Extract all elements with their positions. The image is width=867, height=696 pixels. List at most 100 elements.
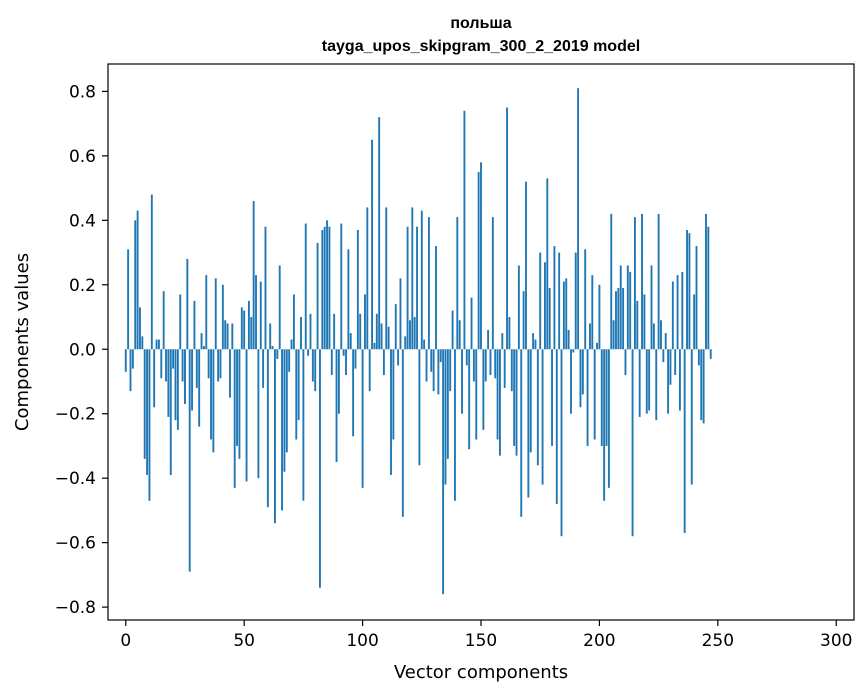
bar — [309, 313, 312, 350]
y-tick-label: 0.2 — [69, 276, 96, 296]
bar — [532, 333, 535, 350]
bar — [529, 349, 532, 453]
bar — [700, 349, 703, 421]
bar — [430, 349, 433, 372]
bar — [442, 349, 445, 595]
chart-subtitle: tayga_upos_skipgram_300_2_2019 model — [322, 38, 640, 55]
bar — [184, 349, 186, 405]
bar — [160, 349, 163, 379]
bar — [347, 249, 350, 350]
bar — [648, 349, 651, 411]
bar — [593, 349, 596, 440]
bar — [520, 349, 523, 517]
bar — [352, 349, 355, 437]
bar — [494, 349, 497, 379]
bar — [229, 349, 231, 398]
bar — [527, 349, 530, 498]
bar — [449, 349, 452, 392]
bar — [304, 223, 307, 350]
bar — [586, 349, 589, 446]
bar — [127, 249, 130, 350]
bar — [416, 226, 418, 350]
bar — [697, 349, 700, 366]
bar — [553, 246, 556, 350]
bar — [435, 246, 437, 350]
x-tick-label: 50 — [233, 631, 255, 651]
bar — [489, 349, 492, 376]
bar — [406, 226, 409, 350]
bar — [591, 275, 594, 350]
bar — [664, 333, 667, 350]
y-tick-label: −0.8 — [55, 598, 96, 618]
bar — [392, 349, 395, 440]
bar — [562, 281, 565, 350]
y-tick-label: 0.0 — [69, 340, 96, 360]
bar — [541, 349, 544, 485]
y-tick-label: −0.4 — [55, 469, 96, 489]
bar — [572, 349, 575, 353]
bar — [245, 349, 248, 482]
bar — [420, 210, 423, 350]
bar — [607, 349, 610, 488]
x-tick-label: 0 — [120, 631, 131, 651]
bar — [319, 349, 321, 588]
bar — [432, 349, 435, 392]
bar — [345, 349, 347, 376]
bar — [683, 349, 686, 533]
bar — [295, 349, 298, 440]
bar — [667, 349, 670, 414]
bar — [688, 233, 691, 350]
bar — [371, 139, 373, 350]
bar — [633, 217, 636, 350]
bar — [423, 339, 426, 350]
x-tick-label: 250 — [702, 631, 734, 651]
bar — [470, 297, 473, 350]
bar — [472, 349, 475, 382]
bar — [539, 252, 542, 350]
bar — [221, 284, 224, 350]
bar — [598, 284, 601, 350]
bar — [437, 349, 440, 395]
bar — [271, 346, 274, 350]
bar — [622, 288, 625, 350]
bar — [302, 349, 305, 501]
bar — [660, 320, 662, 350]
bar — [217, 349, 220, 382]
bar — [506, 107, 508, 350]
bar — [200, 333, 203, 350]
bar — [136, 210, 139, 350]
bar — [361, 349, 364, 488]
bar — [401, 349, 404, 517]
bar — [233, 349, 236, 488]
bar — [285, 349, 288, 453]
bar — [141, 336, 144, 350]
bar — [359, 313, 362, 350]
bar — [191, 349, 194, 411]
bar — [615, 291, 617, 350]
bar — [188, 349, 191, 572]
bar — [451, 310, 454, 350]
bar — [262, 349, 265, 388]
bar — [681, 271, 684, 350]
bar — [172, 349, 175, 369]
bar — [321, 229, 324, 350]
bar — [186, 259, 189, 350]
bar — [380, 323, 383, 350]
bar — [252, 200, 255, 350]
bar — [577, 88, 580, 350]
bar — [650, 265, 653, 350]
bar — [259, 281, 262, 350]
bar — [508, 317, 511, 350]
bar — [288, 349, 291, 372]
bar — [409, 320, 411, 350]
bar — [375, 313, 378, 350]
bar — [205, 275, 208, 350]
bar — [349, 333, 352, 350]
bar — [515, 349, 518, 456]
bar — [439, 349, 442, 363]
bar — [468, 349, 471, 450]
plot-area-frame — [107, 63, 855, 621]
bar — [202, 346, 205, 350]
bar — [264, 226, 267, 350]
